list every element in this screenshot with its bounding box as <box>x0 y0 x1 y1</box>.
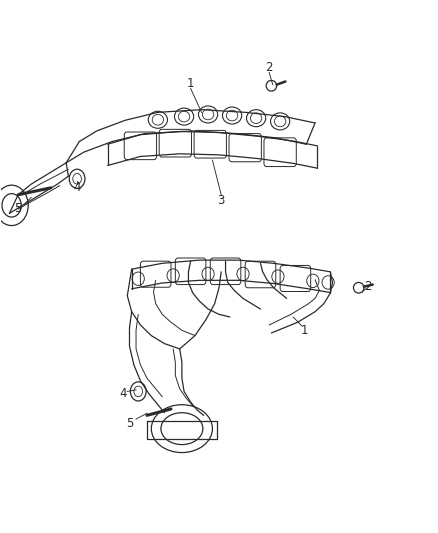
Text: 2: 2 <box>265 61 273 74</box>
Text: 5: 5 <box>14 201 22 214</box>
Text: 4: 4 <box>119 386 127 400</box>
Text: 3: 3 <box>218 193 225 207</box>
Text: 1: 1 <box>300 324 308 337</box>
Text: 2: 2 <box>364 280 371 293</box>
Text: 4: 4 <box>73 181 81 195</box>
Text: 5: 5 <box>126 417 133 430</box>
Text: 1: 1 <box>187 77 194 90</box>
